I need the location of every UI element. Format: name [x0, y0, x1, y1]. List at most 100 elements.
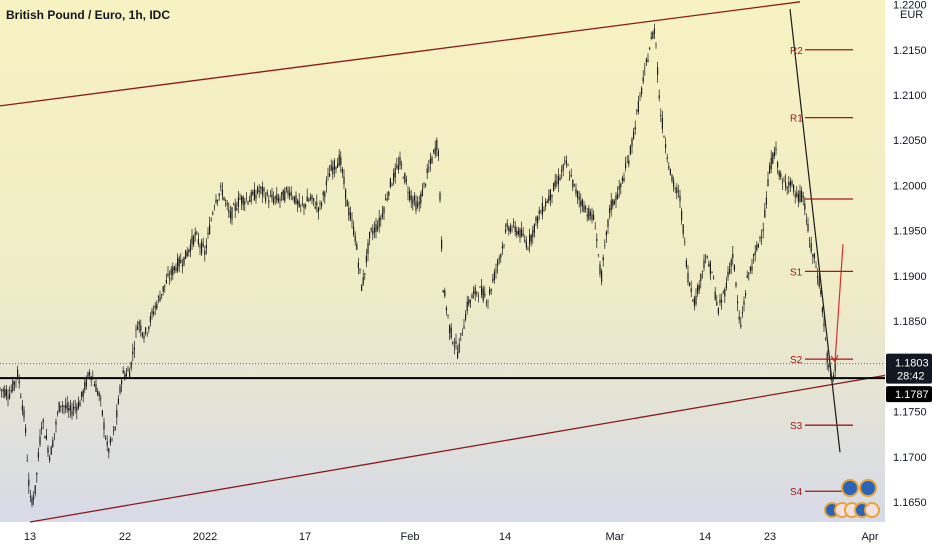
candle-body — [265, 197, 267, 202]
candle-body — [690, 288, 692, 293]
candle-body — [751, 266, 753, 271]
candle-body — [39, 436, 41, 445]
candle-body — [65, 405, 67, 408]
candle-body — [178, 257, 180, 267]
candle-body — [610, 200, 612, 211]
candle-body — [367, 242, 369, 254]
candle-body — [25, 427, 27, 433]
candle-body — [141, 332, 143, 336]
candle-body — [274, 196, 276, 199]
candle-body — [5, 389, 7, 397]
candle-body — [410, 195, 412, 201]
candle-body — [709, 262, 711, 275]
candle-body — [173, 266, 175, 270]
last-price-badge[interactable] — [886, 353, 932, 384]
indicator-icon[interactable] — [859, 479, 877, 497]
candle-body — [796, 192, 798, 197]
candle-body — [473, 291, 475, 294]
candle-body — [106, 441, 108, 446]
candle-body — [114, 426, 116, 430]
candle-body — [181, 264, 183, 267]
candle-body — [538, 210, 540, 214]
candle-body — [74, 406, 76, 408]
candle-body — [428, 167, 430, 169]
candle-body — [93, 384, 95, 387]
upper-channel-line[interactable] — [0, 1, 801, 107]
lower-channel-line[interactable] — [29, 374, 886, 523]
candle-body — [677, 191, 679, 192]
candle-body — [153, 311, 155, 315]
candle-body — [252, 191, 254, 195]
candle-body — [802, 195, 804, 198]
candle-body — [23, 409, 25, 418]
candle-body — [789, 181, 791, 186]
candle-body — [105, 437, 107, 439]
candle-body — [514, 225, 516, 232]
indicator-icon[interactable] — [864, 502, 880, 518]
x-tick-label: 2022 — [193, 531, 217, 543]
candle-body — [98, 392, 100, 396]
candle-body — [729, 268, 731, 274]
candle-body — [77, 402, 79, 409]
candle-body — [537, 216, 539, 224]
candle-body — [620, 183, 622, 187]
candle-body — [481, 286, 483, 295]
candle-body — [829, 373, 831, 375]
candle-body — [284, 190, 286, 201]
candle-body — [28, 479, 30, 486]
candle-body — [733, 264, 735, 271]
candle-body — [31, 497, 33, 505]
candle-body — [657, 67, 659, 75]
candle-body — [167, 273, 169, 276]
candle-body — [439, 192, 441, 201]
candle-body — [369, 231, 371, 239]
candle-body — [708, 263, 710, 267]
candle-body — [309, 197, 311, 200]
candle-body — [180, 259, 182, 263]
candle-body — [749, 266, 751, 271]
candle-body — [33, 496, 35, 500]
candle-body — [785, 182, 787, 187]
candle-body — [549, 189, 551, 201]
candle-body — [292, 198, 294, 199]
candle-body — [570, 174, 572, 177]
candle-body — [615, 195, 617, 201]
candle-body — [589, 211, 591, 216]
candle-body — [103, 422, 105, 430]
candle-body — [533, 224, 535, 233]
candle-body — [783, 181, 785, 183]
projection-arrow[interactable] — [834, 244, 844, 362]
candle-body — [479, 286, 481, 288]
candle-body — [81, 391, 83, 398]
candle-body — [277, 197, 279, 203]
candle-body — [623, 177, 625, 182]
candle-body — [682, 224, 684, 235]
candle-body — [562, 164, 564, 171]
candle-body — [801, 190, 803, 202]
candle-body — [756, 245, 758, 251]
candle-body — [687, 272, 689, 283]
candle-body — [327, 174, 329, 175]
candle-body — [279, 199, 281, 201]
candle-body — [170, 269, 172, 275]
pivot-label-s2: S2 — [790, 355, 803, 366]
candle-body — [76, 407, 78, 412]
candle-body — [378, 217, 380, 227]
candle-body — [503, 244, 505, 246]
indicator-icon[interactable] — [841, 479, 859, 497]
level-badge[interactable] — [886, 386, 932, 403]
candle-body — [506, 222, 508, 228]
candle-body — [149, 316, 151, 323]
candle-body — [569, 177, 571, 179]
y-tick-label: 1.1700 — [893, 452, 927, 464]
candle-body — [356, 244, 358, 250]
candle-body — [561, 170, 563, 172]
indicator-icons[interactable] — [824, 479, 880, 518]
candle-body — [450, 327, 452, 338]
candle-body — [658, 95, 660, 99]
candle-body — [133, 347, 135, 350]
candle-body — [828, 365, 830, 368]
candle-body — [501, 246, 503, 249]
